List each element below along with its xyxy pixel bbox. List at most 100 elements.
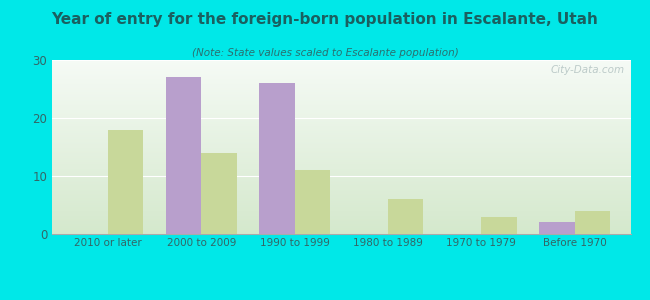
- Bar: [52, 186, 630, 187]
- Bar: [52, 211, 630, 212]
- Bar: [52, 98, 630, 99]
- Bar: [52, 70, 630, 71]
- Bar: [52, 146, 630, 147]
- Bar: [52, 172, 630, 173]
- Bar: [52, 168, 630, 169]
- Bar: [52, 87, 630, 88]
- Bar: [52, 122, 630, 123]
- Bar: [52, 76, 630, 77]
- Bar: [52, 72, 630, 73]
- Bar: [52, 199, 630, 200]
- Bar: [52, 144, 630, 145]
- Bar: [52, 226, 630, 227]
- Bar: [575, 211, 610, 234]
- Bar: [52, 190, 630, 191]
- Bar: [52, 224, 630, 225]
- Bar: [52, 67, 630, 68]
- Bar: [52, 138, 630, 139]
- Bar: [52, 231, 630, 232]
- Bar: [52, 99, 630, 100]
- Bar: [52, 148, 630, 149]
- Bar: [202, 153, 237, 234]
- Bar: [481, 217, 517, 234]
- Bar: [52, 219, 630, 220]
- Bar: [52, 200, 630, 201]
- Bar: [52, 164, 630, 165]
- Bar: [52, 154, 630, 155]
- Bar: [52, 162, 630, 163]
- Bar: [259, 83, 294, 234]
- Bar: [388, 199, 423, 234]
- Bar: [52, 197, 630, 198]
- Bar: [52, 153, 630, 154]
- Bar: [52, 171, 630, 172]
- Bar: [52, 159, 630, 160]
- Bar: [52, 116, 630, 117]
- Bar: [166, 77, 202, 234]
- Bar: [52, 222, 630, 223]
- Bar: [52, 71, 630, 72]
- Bar: [52, 106, 630, 107]
- Bar: [52, 80, 630, 81]
- Bar: [52, 82, 630, 83]
- Bar: [52, 60, 630, 61]
- Bar: [52, 173, 630, 174]
- Bar: [52, 158, 630, 159]
- Bar: [539, 222, 575, 234]
- Bar: [52, 193, 630, 194]
- Bar: [52, 175, 630, 176]
- Bar: [52, 220, 630, 221]
- Bar: [52, 183, 630, 184]
- Bar: [52, 101, 630, 102]
- Bar: [52, 78, 630, 79]
- Bar: [52, 111, 630, 112]
- Bar: [52, 194, 630, 195]
- Bar: [52, 177, 630, 178]
- Bar: [52, 131, 630, 132]
- Bar: [52, 170, 630, 171]
- Bar: [52, 77, 630, 78]
- Bar: [52, 93, 630, 94]
- Bar: [52, 213, 630, 214]
- Bar: [52, 133, 630, 134]
- Bar: [52, 112, 630, 113]
- Bar: [108, 130, 144, 234]
- Bar: [52, 233, 630, 234]
- Bar: [52, 155, 630, 156]
- Bar: [52, 151, 630, 152]
- Bar: [52, 118, 630, 119]
- Bar: [52, 91, 630, 92]
- Bar: [52, 92, 630, 93]
- Bar: [52, 166, 630, 167]
- Bar: [52, 86, 630, 87]
- Bar: [52, 165, 630, 166]
- Bar: [52, 102, 630, 103]
- Bar: [52, 149, 630, 150]
- Bar: [52, 128, 630, 129]
- Bar: [52, 184, 630, 185]
- Bar: [52, 94, 630, 95]
- Bar: [52, 174, 630, 175]
- Bar: [52, 73, 630, 74]
- Bar: [52, 182, 630, 183]
- Bar: [52, 203, 630, 204]
- Bar: [52, 150, 630, 151]
- Bar: [52, 163, 630, 164]
- Bar: [52, 75, 630, 76]
- Bar: [52, 228, 630, 229]
- Text: City-Data.com: City-Data.com: [551, 65, 625, 75]
- Bar: [52, 120, 630, 121]
- Bar: [52, 85, 630, 86]
- Bar: [52, 156, 630, 157]
- Bar: [294, 170, 330, 234]
- Bar: [52, 129, 630, 130]
- Bar: [52, 169, 630, 170]
- Bar: [52, 100, 630, 101]
- Bar: [52, 89, 630, 90]
- Bar: [52, 88, 630, 89]
- Bar: [52, 217, 630, 218]
- Bar: [52, 167, 630, 168]
- Bar: [52, 212, 630, 213]
- Bar: [52, 209, 630, 210]
- Bar: [52, 74, 630, 75]
